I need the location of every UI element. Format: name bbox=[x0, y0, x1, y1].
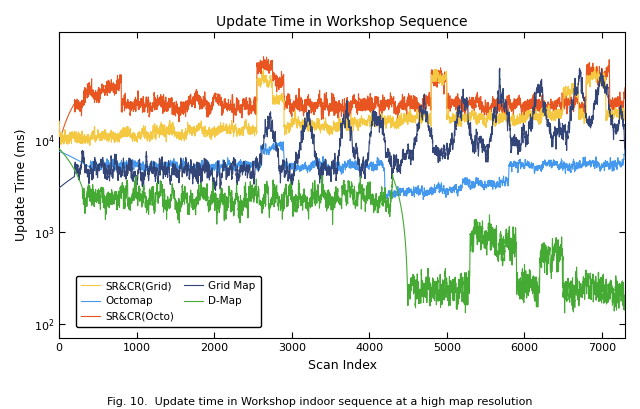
SR&CR(Grid) bbox=[591, 65, 598, 70]
D-Map bbox=[451, 286, 458, 291]
D-Map bbox=[159, 200, 167, 205]
Octomap bbox=[621, 146, 628, 151]
SR&CR(Grid) bbox=[108, 133, 115, 138]
X-axis label: Scan Index: Scan Index bbox=[308, 359, 376, 371]
D-Map bbox=[371, 199, 379, 204]
Grid Map bbox=[371, 110, 379, 115]
SR&CR(Octo) bbox=[108, 88, 115, 93]
SR&CR(Grid) bbox=[347, 119, 355, 124]
Octomap bbox=[159, 163, 167, 168]
Octomap bbox=[56, 149, 63, 154]
D-Map bbox=[347, 193, 355, 198]
Octomap bbox=[451, 187, 458, 192]
D-Map bbox=[395, 195, 403, 200]
Grid Map bbox=[496, 66, 504, 71]
Grid Map bbox=[621, 148, 628, 153]
SR&CR(Grid) bbox=[371, 122, 379, 127]
Title: Update Time in Workshop Sequence: Update Time in Workshop Sequence bbox=[216, 15, 468, 29]
Y-axis label: Update Time (ms): Update Time (ms) bbox=[15, 128, 28, 241]
SR&CR(Octo) bbox=[347, 110, 355, 115]
D-Map bbox=[108, 188, 115, 193]
Line: SR&CR(Octo): SR&CR(Octo) bbox=[60, 57, 625, 144]
D-Map bbox=[561, 310, 568, 315]
Octomap bbox=[396, 190, 403, 195]
Text: Fig. 10.  Update time in Workshop indoor sequence at a high map resolution: Fig. 10. Update time in Workshop indoor … bbox=[108, 397, 532, 407]
Grid Map bbox=[108, 161, 115, 166]
SR&CR(Octo) bbox=[56, 142, 63, 146]
SR&CR(Octo) bbox=[451, 98, 458, 103]
Line: Octomap: Octomap bbox=[60, 141, 625, 200]
Legend: SR&CR(Grid), Octomap, SR&CR(Octo), Grid Map, D-Map: SR&CR(Grid), Octomap, SR&CR(Octo), Grid … bbox=[76, 276, 260, 327]
Octomap bbox=[347, 162, 355, 167]
Line: D-Map: D-Map bbox=[60, 149, 625, 313]
SR&CR(Octo) bbox=[159, 105, 167, 110]
Grid Map bbox=[56, 185, 63, 190]
SR&CR(Octo) bbox=[371, 99, 379, 104]
SR&CR(Grid) bbox=[621, 112, 628, 117]
Octomap bbox=[371, 164, 379, 169]
SR&CR(Grid) bbox=[451, 117, 458, 122]
SR&CR(Octo) bbox=[260, 54, 268, 59]
Line: SR&CR(Grid): SR&CR(Grid) bbox=[60, 68, 625, 145]
SR&CR(Grid) bbox=[396, 120, 403, 125]
Grid Map bbox=[451, 129, 458, 134]
Grid Map bbox=[347, 137, 355, 142]
SR&CR(Grid) bbox=[86, 143, 93, 148]
D-Map bbox=[621, 296, 628, 301]
Octomap bbox=[108, 163, 115, 168]
SR&CR(Octo) bbox=[396, 101, 403, 106]
SR&CR(Grid) bbox=[56, 119, 63, 124]
Grid Map bbox=[140, 193, 147, 198]
Grid Map bbox=[159, 174, 167, 179]
Octomap bbox=[419, 197, 427, 202]
SR&CR(Octo) bbox=[621, 85, 628, 90]
D-Map bbox=[56, 146, 63, 151]
Grid Map bbox=[396, 166, 403, 171]
Line: Grid Map: Grid Map bbox=[60, 68, 625, 195]
Octomap bbox=[271, 139, 279, 144]
SR&CR(Grid) bbox=[159, 129, 167, 134]
